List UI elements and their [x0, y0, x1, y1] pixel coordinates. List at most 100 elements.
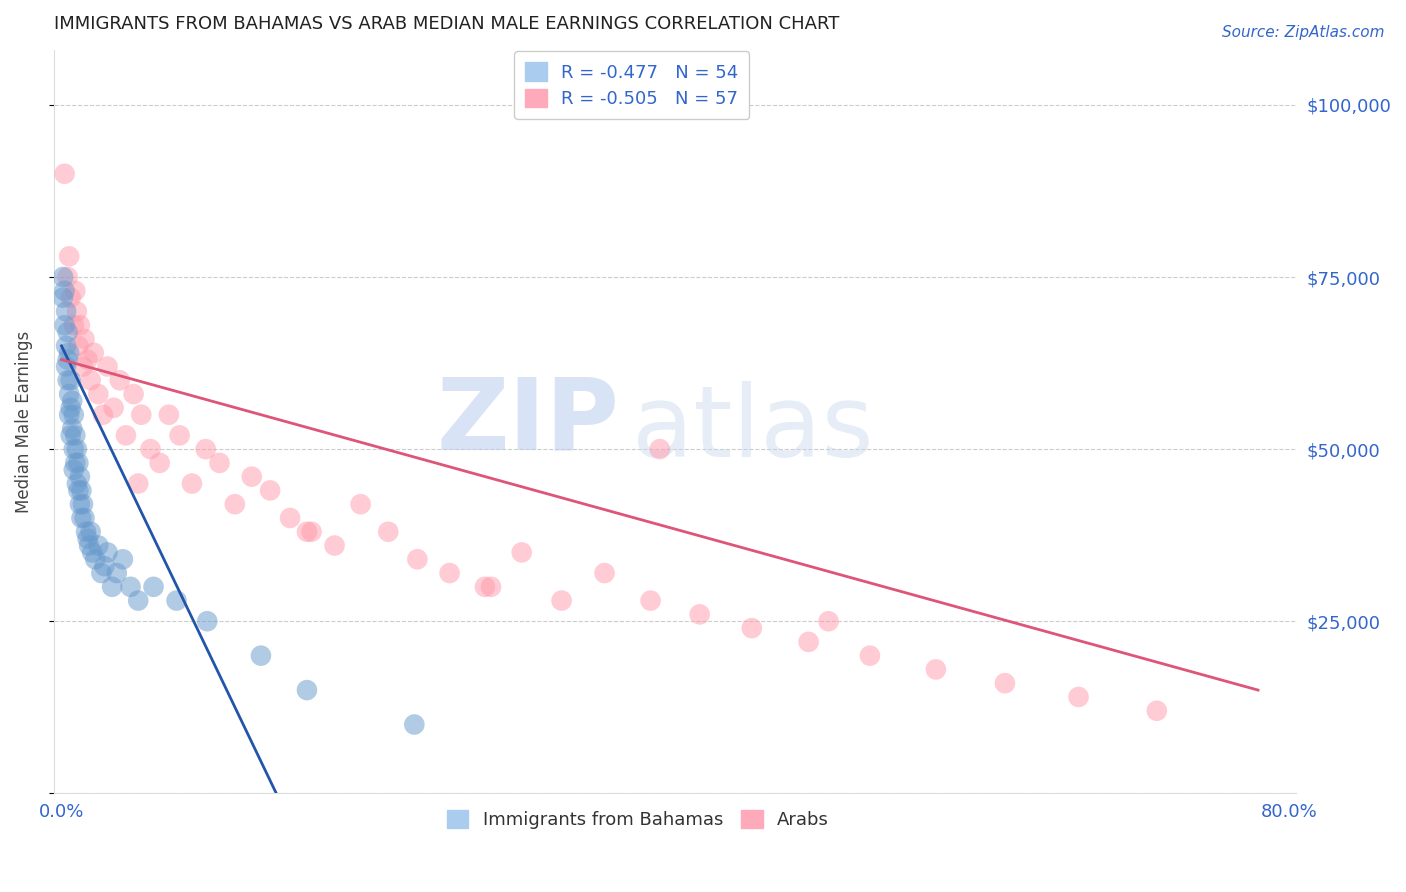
Point	[295, 524, 318, 539]
Point	[925, 662, 948, 676]
Text: IMMIGRANTS FROM BAHAMAS VS ARAB MEDIAN MALE EARNINGS CORRELATION CHART: IMMIGRANTS FROM BAHAMAS VS ARAB MEDIAN M…	[53, 15, 839, 33]
Point	[111, 552, 134, 566]
Point	[58, 408, 80, 422]
Point	[240, 469, 263, 483]
Point	[115, 428, 138, 442]
Point	[70, 511, 93, 525]
Point	[55, 339, 77, 353]
Point	[994, 676, 1017, 690]
Point	[224, 497, 246, 511]
Point	[58, 249, 80, 263]
Point	[295, 683, 318, 698]
Point	[56, 270, 79, 285]
Point	[69, 497, 91, 511]
Point	[76, 532, 98, 546]
Point	[377, 524, 399, 539]
Point	[1146, 704, 1168, 718]
Point	[406, 552, 429, 566]
Point	[59, 291, 82, 305]
Point	[169, 428, 191, 442]
Point	[62, 318, 84, 333]
Point	[58, 387, 80, 401]
Point	[550, 593, 572, 607]
Point	[404, 717, 426, 731]
Text: Source: ZipAtlas.com: Source: ZipAtlas.com	[1222, 25, 1385, 40]
Point	[62, 463, 84, 477]
Point	[91, 408, 114, 422]
Point	[350, 497, 373, 511]
Point	[66, 304, 89, 318]
Point	[59, 373, 82, 387]
Point	[859, 648, 882, 663]
Point	[301, 524, 323, 539]
Point	[67, 483, 90, 498]
Point	[56, 325, 79, 339]
Point	[52, 291, 75, 305]
Point	[127, 476, 149, 491]
Point	[83, 345, 105, 359]
Point	[259, 483, 281, 498]
Point	[689, 607, 711, 622]
Point	[120, 580, 142, 594]
Point	[817, 614, 839, 628]
Point	[72, 359, 94, 374]
Point	[67, 456, 90, 470]
Y-axis label: Median Male Earnings: Median Male Earnings	[15, 330, 32, 513]
Point	[87, 539, 110, 553]
Point	[65, 428, 87, 442]
Point	[69, 318, 91, 333]
Point	[122, 387, 145, 401]
Point	[75, 524, 97, 539]
Point	[59, 401, 82, 415]
Text: ZIP: ZIP	[436, 373, 619, 470]
Point	[510, 545, 533, 559]
Point	[593, 566, 616, 580]
Point	[55, 304, 77, 318]
Point	[166, 593, 188, 607]
Point	[479, 580, 502, 594]
Point	[53, 318, 76, 333]
Point	[194, 442, 217, 457]
Point	[72, 497, 94, 511]
Point	[84, 552, 107, 566]
Point	[62, 408, 84, 422]
Point	[66, 442, 89, 457]
Point	[67, 339, 90, 353]
Point	[82, 545, 104, 559]
Point	[65, 456, 87, 470]
Point	[76, 352, 98, 367]
Point	[101, 580, 124, 594]
Point	[93, 559, 115, 574]
Point	[149, 456, 172, 470]
Point	[797, 635, 820, 649]
Point	[105, 566, 128, 580]
Point	[77, 539, 100, 553]
Point	[640, 593, 662, 607]
Point	[53, 284, 76, 298]
Text: atlas: atlas	[631, 381, 873, 477]
Point	[90, 566, 112, 580]
Point	[58, 345, 80, 359]
Point	[73, 511, 96, 525]
Point	[142, 580, 165, 594]
Point	[79, 524, 101, 539]
Point	[439, 566, 461, 580]
Point	[1067, 690, 1090, 704]
Point	[180, 476, 202, 491]
Point	[65, 284, 87, 298]
Point	[474, 580, 496, 594]
Legend: Immigrants from Bahamas, Arabs: Immigrants from Bahamas, Arabs	[439, 803, 837, 837]
Point	[139, 442, 162, 457]
Point	[73, 332, 96, 346]
Point	[195, 614, 218, 628]
Point	[87, 387, 110, 401]
Point	[250, 648, 273, 663]
Point	[79, 373, 101, 387]
Point	[60, 393, 83, 408]
Point	[96, 545, 118, 559]
Point	[323, 539, 346, 553]
Point	[62, 442, 84, 457]
Point	[70, 483, 93, 498]
Point	[741, 621, 763, 635]
Point	[278, 511, 301, 525]
